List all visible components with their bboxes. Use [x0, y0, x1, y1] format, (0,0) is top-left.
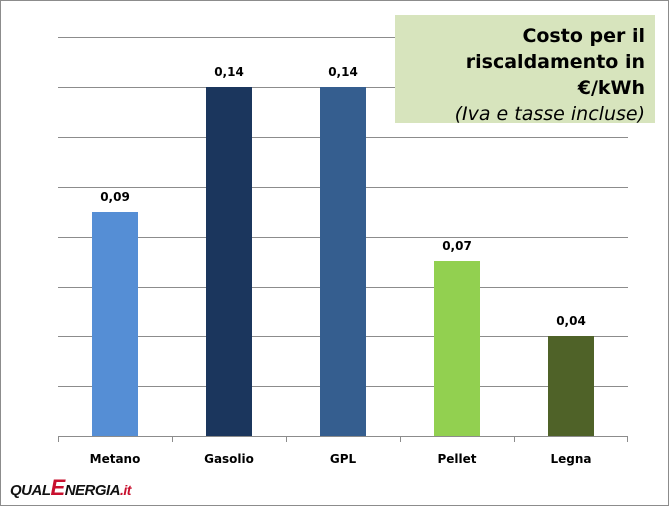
x-tick: [514, 436, 515, 442]
data-label: 0,04: [556, 314, 586, 328]
bar-pellet: [434, 261, 480, 436]
bar-legna: [548, 336, 594, 436]
logo-text-e: E: [50, 475, 66, 500]
x-tick-label: Metano: [89, 452, 141, 466]
data-label: 0,07: [442, 239, 472, 253]
qualenergia-logo: QUALENERGIA.it: [10, 475, 131, 501]
x-tick: [286, 436, 287, 442]
logo-text-qual: QUAL: [10, 482, 51, 499]
chart-title-line2: riscaldamento in €/kWh: [465, 51, 645, 99]
data-label: 0,14: [328, 65, 358, 79]
gridline: [58, 37, 628, 38]
x-tick: [627, 436, 628, 442]
x-tick: [400, 436, 401, 442]
x-tick-label: Legna: [550, 452, 592, 466]
x-axis: [58, 436, 628, 437]
x-tick-label: Gasolio: [204, 452, 254, 466]
data-label: 0,09: [100, 190, 130, 204]
x-tick: [58, 436, 59, 442]
x-tick-label: GPL: [329, 452, 357, 466]
chart-title-line1: Costo per il: [522, 25, 645, 47]
x-tick: [172, 436, 173, 442]
bar-gpl: [320, 87, 366, 436]
bar-gasolio: [206, 87, 252, 436]
chart-title-box: Costo per il riscaldamento in €/kWh (Iva…: [395, 15, 655, 125]
data-label: 0,14: [214, 65, 244, 79]
chart-subtitle: (Iva e tasse incluse): [454, 103, 645, 125]
bar-metano: [92, 212, 138, 436]
logo-text-domain: .it: [120, 482, 131, 498]
logo-text-nergia: NERGIA: [64, 482, 121, 499]
x-tick-label: Pellet: [437, 452, 477, 466]
